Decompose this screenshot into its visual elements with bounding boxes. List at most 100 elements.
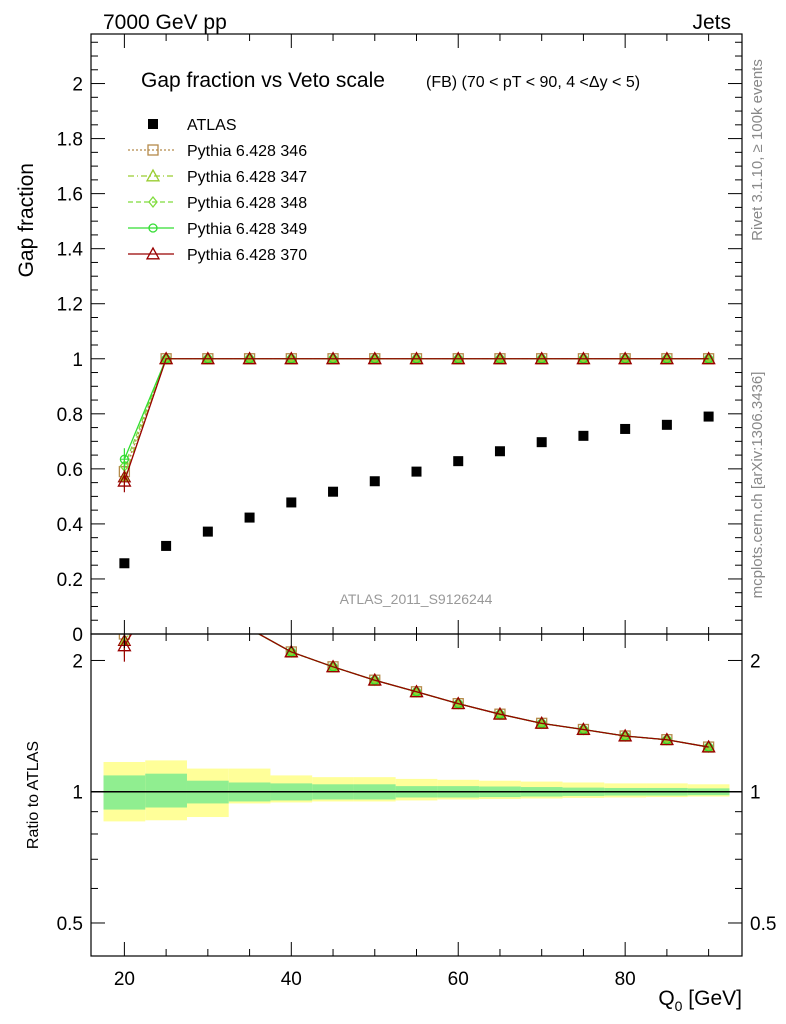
series-line [123,358,709,482]
data-point [411,466,422,477]
main-ytick-label: 1.6 [57,185,83,206]
header-right: Jets [692,11,731,34]
mcplots-label: mcplots.cern.ch [arXiv:1306.3436] [749,372,766,599]
legend-label: Pythia 6.428 349 [187,221,307,238]
main-ytick-label: 0.6 [57,460,83,481]
legend-marker [147,144,159,156]
legend-label: Pythia 6.428 346 [187,143,307,160]
data-point [202,526,213,537]
rivet-label: Rivet 3.1.10, ≥ 100k events [749,59,766,241]
series-line [123,358,709,460]
legend-item: Pythia 6.428 346 [128,143,307,160]
xtick-label: 20 [114,969,135,990]
ratio-point [204,600,212,608]
x-axis-label-unit: [GeV] [682,987,742,1010]
ratio-ytick-label-right: 2 [750,651,761,672]
ratio-plot-panel: 0.5 0.5 1 1 2 2 20 40 60 80 [57,570,776,990]
ratio-point [618,728,633,742]
header-left: 7000 GeV pp [103,11,227,34]
legend-label: Pythia 6.428 348 [187,195,307,212]
data-point [367,351,382,365]
series-pythia-6-428-346 [118,353,715,483]
legend-label: Pythia 6.428 370 [187,247,307,264]
legend-item: ATLAS [148,117,237,134]
x-axis-label: Q0 [GeV] [658,987,742,1014]
series-line [123,358,709,472]
ratio-ytick-label-right: 1 [750,783,761,804]
ratio-ytick-label-right: 0.5 [750,914,776,935]
data-point [661,419,672,430]
legend-label: ATLAS [187,117,237,134]
main-plot-panel: 0 0.2 0.4 0.6 0.8 1 1.2 1.4 1.6 1.8 2 Gap fraction… [57,33,743,646]
ratio-band-inner [145,773,187,808]
main-ytick-label: 0 [72,625,83,646]
legend-marker [145,168,161,182]
data-point [578,430,589,441]
x-axis-label-main: Q [658,987,674,1010]
series-line [123,358,709,467]
data-point [161,540,172,551]
ratio-point [659,732,674,746]
series-atlas [119,411,714,569]
ratio-point [284,644,299,658]
main-ytick-label: 2 [72,75,83,96]
legend-item: Pythia 6.428 347 [128,168,307,186]
data-point [494,446,505,457]
ratio-point [160,570,172,581]
xtick-label: 60 [448,969,469,990]
data-point [286,497,297,508]
ratio-point [202,598,214,609]
xtick-label: 80 [615,969,636,990]
legend: ATLAS Pythia 6.428 346 Pythia 6.428 347 Pyt… [128,117,307,264]
ratio-ytick-label-left: 2 [72,651,83,672]
ratio-series-pythia-6-428-370 [117,570,716,753]
ratio-point [117,638,132,652]
data-point [409,351,424,365]
ratio-point [204,599,212,609]
ratio-point [409,684,424,698]
main-ytick-label: 1.8 [57,130,83,151]
data-point [618,351,633,365]
data-point [159,351,174,365]
ratio-point [367,672,382,686]
ratio-point [325,659,341,673]
data-point [200,351,215,365]
data-point [284,351,299,365]
ratio-point [160,570,172,581]
legend-item: Pythia 6.428 349 [128,221,307,238]
ratio-point [492,706,508,720]
data-point [328,486,339,497]
data-point [117,473,132,487]
ratio-point [203,599,213,609]
data-point [453,456,464,467]
analysis-watermark: ATLAS_2011_S9126244 [340,591,493,607]
main-subtitle: (FB) (70 < pT < 90, 4 <Δy < 5) [426,74,640,91]
ratio-point [202,598,214,609]
data-point [576,351,591,365]
ratio-point [161,571,171,581]
data-point [119,558,130,569]
series-pythia-6-428-370 [117,351,716,493]
main-ylabel: Gap fraction [15,163,38,277]
data-point [534,351,549,365]
data-point [242,351,257,365]
series-pythia-6-428-348 [119,352,714,478]
data-point [244,512,255,523]
legend-marker [148,195,158,209]
data-point [325,351,341,365]
legend-marker [148,119,158,129]
main-ytick-label: 1 [72,350,83,371]
main-title: Gap fraction vs Veto scale [141,69,385,92]
legend-label: Pythia 6.428 347 [187,169,307,186]
main-ytick-label: 0.2 [57,570,83,591]
data-point [369,476,380,487]
ratio-ytick-label-left: 0.5 [57,914,83,935]
main-ytick-label: 1.4 [57,240,84,261]
ratio-point [701,739,716,753]
ratio-point [162,572,170,580]
ratio-point [576,722,591,735]
ratio-point [534,715,549,729]
main-ytick-label: 1.2 [57,295,83,316]
series-pythia-6-428-349 [119,354,714,471]
ratio-ytick-label-left: 1 [72,783,83,804]
